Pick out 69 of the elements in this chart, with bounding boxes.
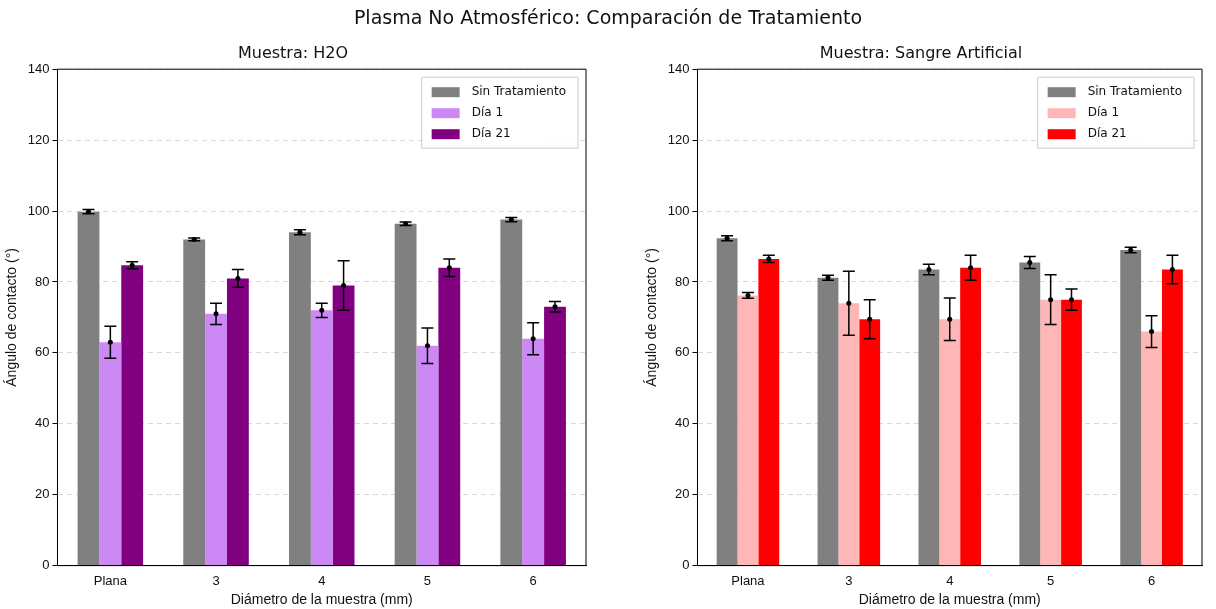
legend-label: Día 1 bbox=[1087, 105, 1120, 120]
chart-title: Muestra: Sangre Artificial bbox=[819, 42, 1023, 62]
y-tick-label: 60 bbox=[675, 344, 690, 360]
x-tick-label: Plana bbox=[731, 572, 766, 588]
legend-label: Día 21 bbox=[1087, 126, 1127, 141]
bar bbox=[332, 285, 355, 566]
y-tick-label: 20 bbox=[675, 486, 690, 502]
y-tick-label: 60 bbox=[35, 344, 50, 360]
bar bbox=[544, 306, 566, 566]
bar bbox=[226, 278, 249, 566]
y-tick-label: 80 bbox=[35, 273, 50, 289]
bar bbox=[1120, 250, 1142, 566]
y-tick-label: 20 bbox=[35, 486, 50, 502]
bar bbox=[838, 303, 860, 566]
legend-label: Sin Tratamiento bbox=[471, 84, 566, 99]
x-tick-label: 5 bbox=[423, 572, 432, 588]
chart-title: Muestra: H2O bbox=[237, 42, 349, 62]
bar bbox=[716, 238, 738, 566]
bar bbox=[1161, 269, 1183, 566]
x-tick-label: 6 bbox=[1147, 572, 1156, 588]
bar bbox=[310, 310, 333, 566]
bar bbox=[1040, 299, 1062, 566]
legend-label: Día 1 bbox=[471, 105, 504, 120]
bar bbox=[939, 319, 961, 566]
x-tick-label: 4 bbox=[946, 572, 954, 588]
x-tick-label: Plana bbox=[93, 572, 128, 588]
x-tick-label: 3 bbox=[845, 572, 853, 588]
bar bbox=[960, 267, 982, 566]
y-tick-label: 140 bbox=[27, 60, 50, 76]
bar bbox=[183, 239, 206, 566]
text: Plasma No Atmosférico: Comparación de Tratamiento bbox=[352, 6, 864, 28]
y-tick-label: 0 bbox=[682, 557, 690, 573]
bar bbox=[77, 211, 100, 566]
bar bbox=[416, 345, 439, 566]
y-tick-label: 40 bbox=[35, 415, 50, 431]
y-tick-label: 40 bbox=[675, 415, 690, 431]
bar bbox=[758, 258, 780, 566]
bar bbox=[205, 313, 227, 566]
y-tick-label: 120 bbox=[667, 131, 690, 147]
bar bbox=[737, 295, 759, 566]
x-tick-label: 5 bbox=[1047, 572, 1055, 588]
bar bbox=[1061, 299, 1082, 566]
y-tick-label: 0 bbox=[42, 557, 50, 573]
x-tick-label: 6 bbox=[529, 572, 537, 588]
y-axis-title: Ángulo de contacto (°) bbox=[3, 248, 20, 387]
bar bbox=[817, 277, 839, 566]
bar bbox=[1141, 331, 1162, 566]
bar bbox=[99, 342, 122, 566]
x-tick-label: 3 bbox=[212, 572, 220, 588]
y-tick-label: 140 bbox=[667, 60, 690, 76]
bar bbox=[522, 338, 545, 566]
bar bbox=[121, 265, 144, 566]
legend-label: Sin Tratamiento bbox=[1087, 84, 1182, 99]
y-tick-label: 120 bbox=[27, 131, 50, 147]
bar bbox=[859, 319, 881, 566]
x-axis-title: Diámetro de la muestra (mm) bbox=[858, 591, 1041, 608]
x-axis-title: Diámetro de la muestra (mm) bbox=[230, 591, 413, 608]
y-tick-label: 100 bbox=[27, 202, 50, 218]
bar bbox=[438, 267, 461, 566]
legend-label: Día 21 bbox=[471, 126, 511, 141]
y-axis-title: Ángulo de contacto (°) bbox=[643, 248, 660, 387]
y-tick-label: 80 bbox=[675, 273, 690, 289]
y-tick-label: 100 bbox=[667, 202, 690, 218]
bar bbox=[394, 223, 417, 566]
x-tick-label: 4 bbox=[318, 572, 326, 588]
bar bbox=[918, 269, 940, 566]
bar bbox=[288, 232, 311, 566]
bar bbox=[500, 219, 523, 566]
bar bbox=[1019, 262, 1041, 566]
